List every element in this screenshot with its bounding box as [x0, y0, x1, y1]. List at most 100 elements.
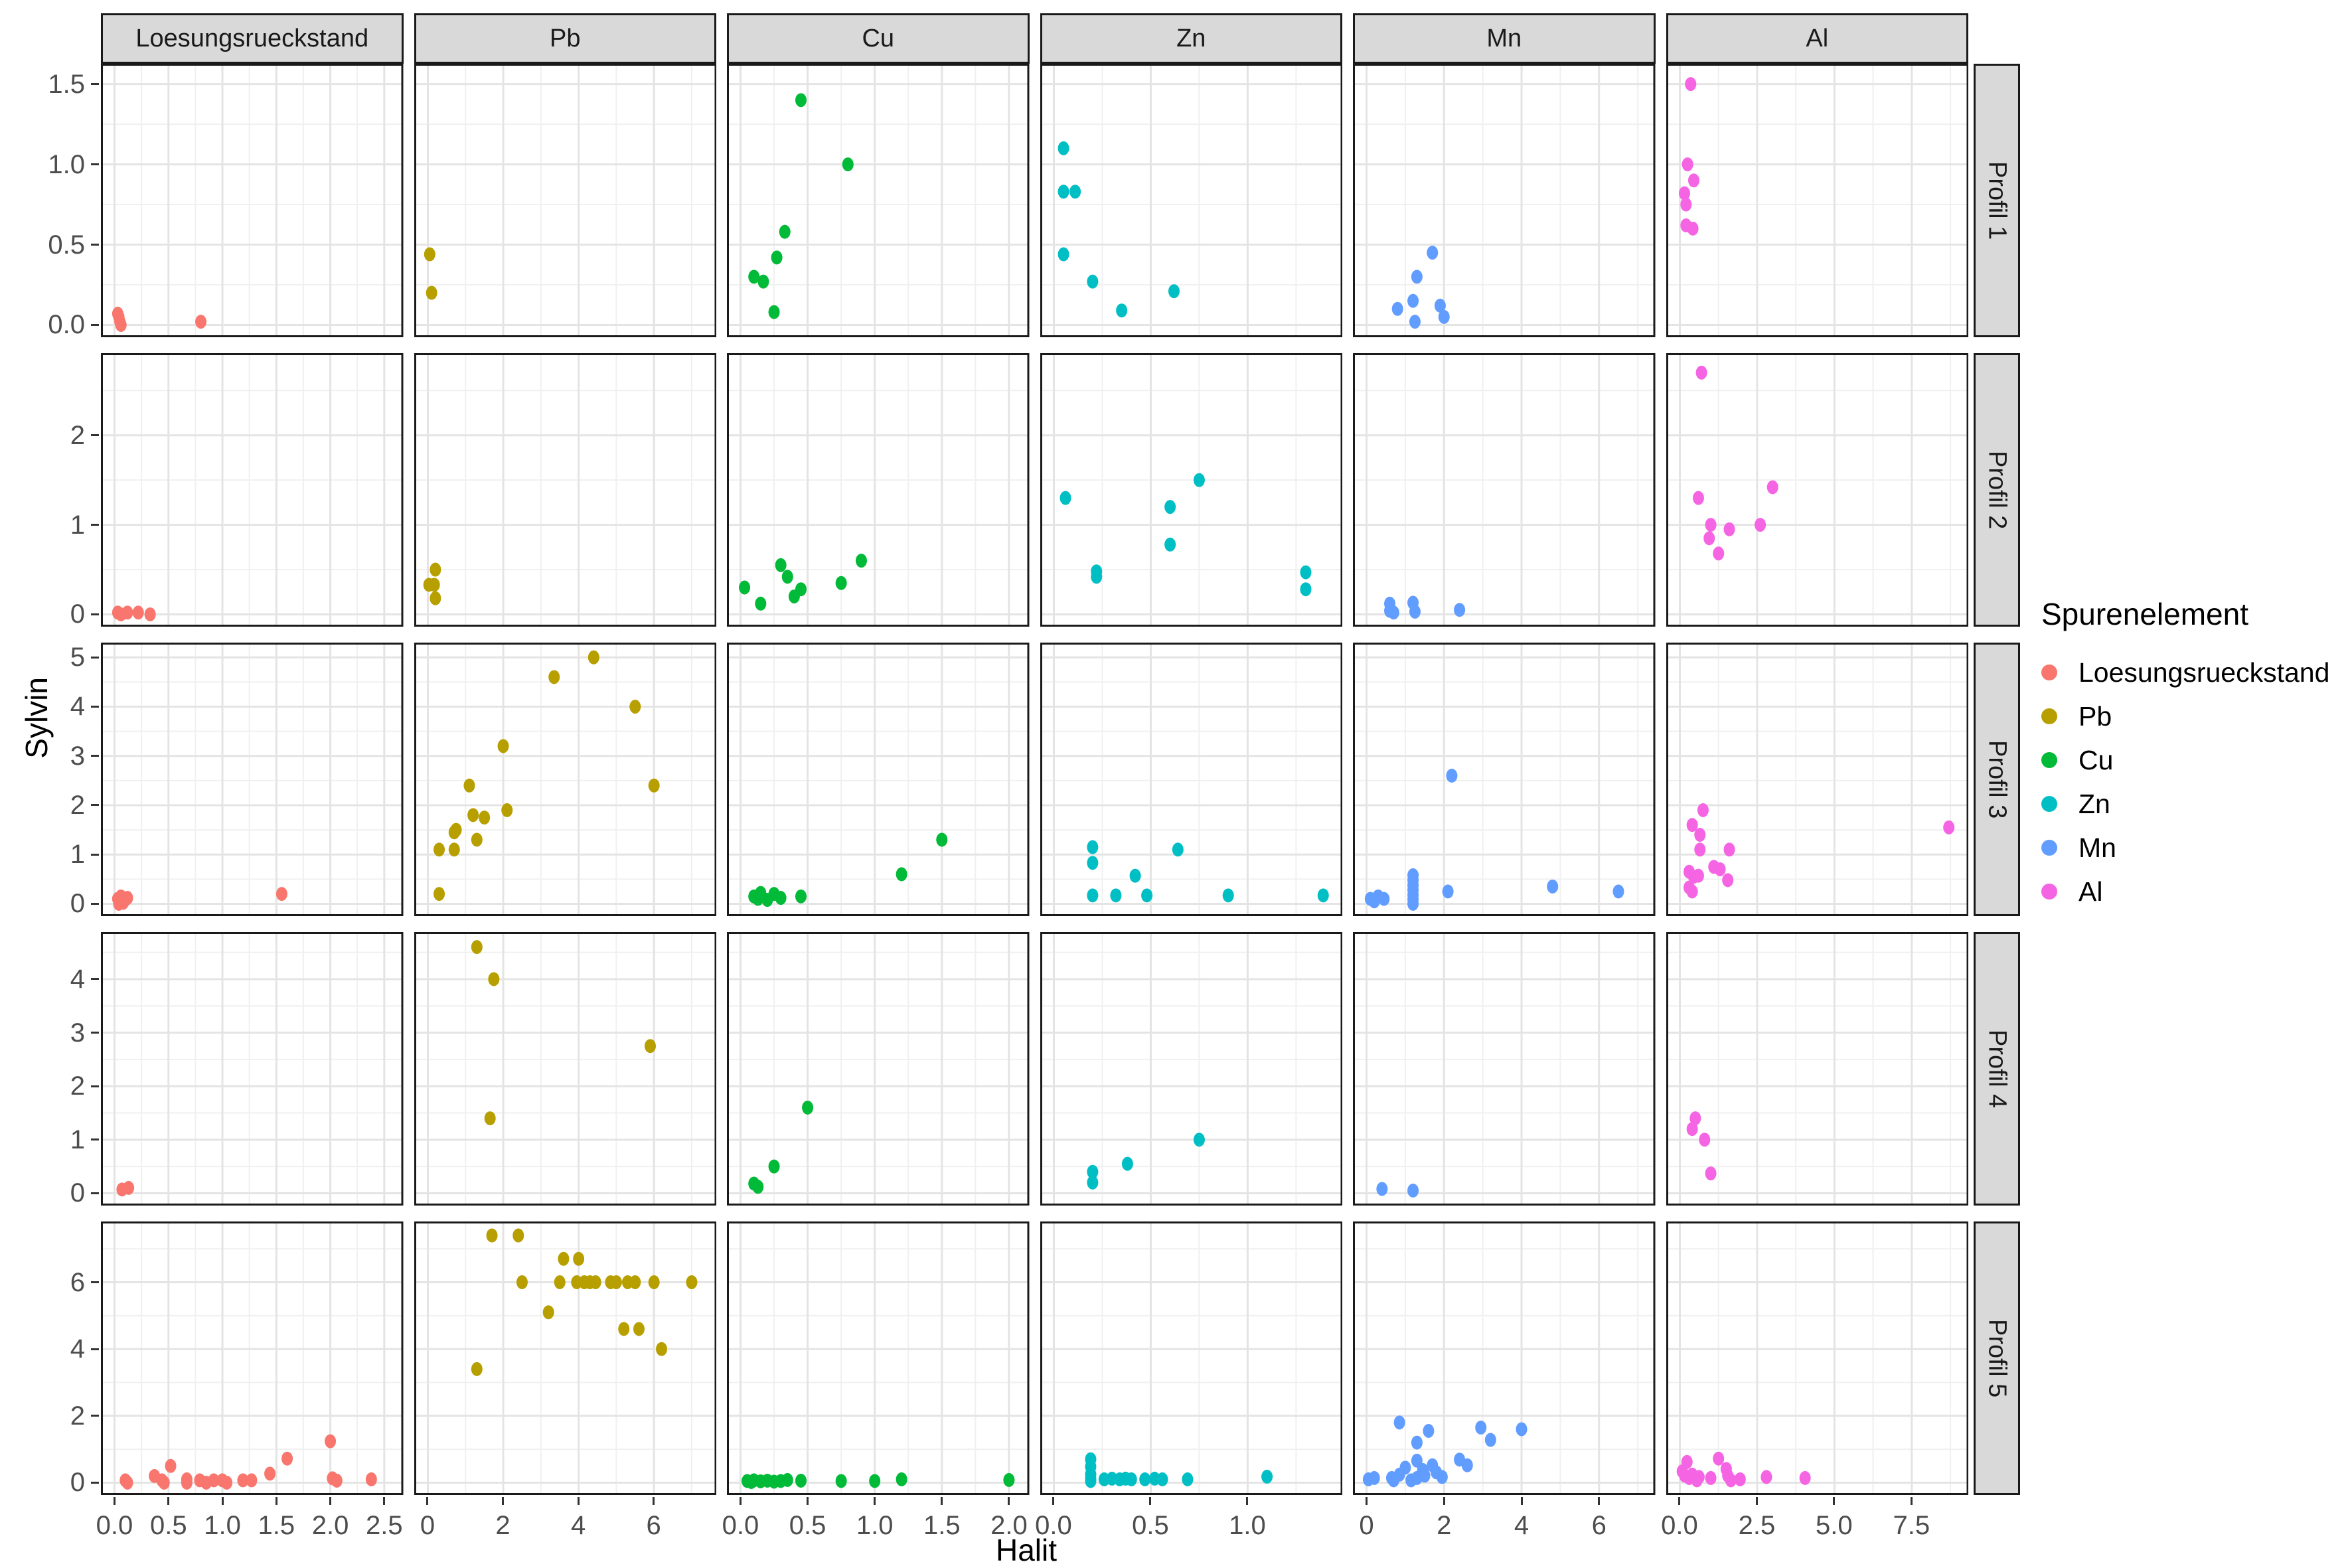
- data-point: [1181, 1472, 1193, 1486]
- y-tick-mark: [91, 1138, 99, 1141]
- data-point: [1734, 1472, 1746, 1486]
- legend-entry-label: Zn: [2078, 788, 2110, 819]
- panel-border: [1040, 64, 1342, 337]
- data-point: [1446, 768, 1458, 783]
- data-point: [1942, 820, 1954, 834]
- data-point: [1723, 842, 1735, 857]
- panel-plot-area: [1666, 353, 1968, 627]
- x-tick-label: 0.5: [1132, 1511, 1169, 1540]
- panel-border: [1353, 932, 1656, 1206]
- facet-column-strip: Zn: [1040, 13, 1342, 64]
- data-point: [1721, 873, 1733, 888]
- data-point: [835, 1474, 847, 1488]
- x-tick-label: 0.5: [149, 1511, 187, 1540]
- data-point: [1436, 1470, 1448, 1484]
- data-point: [557, 1251, 569, 1266]
- data-point: [589, 1275, 601, 1290]
- data-point: [165, 1458, 177, 1473]
- panel-border: [101, 64, 404, 337]
- data-point: [648, 778, 660, 793]
- data-point: [1086, 840, 1098, 854]
- legend-color-dot-icon: [2041, 840, 2057, 856]
- data-point: [1423, 1423, 1435, 1438]
- facet-column-label: Pb: [550, 24, 581, 52]
- data-point: [869, 1474, 881, 1488]
- data-point: [467, 808, 479, 823]
- legend-entry-label: Pb: [2078, 700, 2112, 732]
- data-point: [181, 1475, 193, 1490]
- facet-panel: [1666, 353, 1968, 627]
- data-point: [1090, 570, 1102, 584]
- scatter-points: [1384, 595, 1466, 620]
- data-point: [1461, 1458, 1473, 1472]
- data-point: [1115, 303, 1127, 318]
- data-point: [748, 270, 760, 284]
- x-tick-label: 1.5: [258, 1511, 295, 1540]
- panel-border: [414, 353, 716, 627]
- facet-column-strip: Cu: [727, 13, 1030, 64]
- y-tick-mark: [91, 755, 99, 757]
- y-tick-label: 0: [70, 1468, 85, 1498]
- data-point: [1714, 862, 1726, 876]
- data-point: [1058, 185, 1069, 199]
- y-tick-label: 6: [70, 1267, 85, 1297]
- facet-panel: [1666, 643, 1968, 916]
- data-point: [471, 1362, 483, 1376]
- y-tick-label: 0.0: [48, 310, 85, 340]
- facet-panel: [1040, 643, 1342, 916]
- y-tick-label: 2: [70, 420, 85, 450]
- data-point: [1391, 301, 1403, 316]
- y-tick-label: 0: [70, 1178, 85, 1208]
- legend-entry-label: Loesungsrueckstand: [2078, 657, 2330, 688]
- data-point: [281, 1451, 293, 1466]
- data-point: [1612, 884, 1624, 899]
- data-point: [548, 670, 560, 684]
- data-point: [1164, 500, 1176, 514]
- x-tick-mark: [221, 1497, 224, 1505]
- y-tick-label: 5: [70, 643, 85, 672]
- data-point: [448, 825, 460, 840]
- x-tick-mark: [113, 1497, 116, 1505]
- data-point: [1407, 1183, 1419, 1198]
- x-tick-label: 5.0: [1816, 1511, 1853, 1540]
- data-point: [1680, 197, 1691, 212]
- data-point: [512, 1228, 524, 1243]
- panel-plot-area: [727, 1221, 1030, 1495]
- data-point: [1442, 884, 1454, 899]
- data-point: [275, 887, 287, 902]
- data-point: [1121, 1156, 1133, 1171]
- y-tick-mark: [91, 705, 99, 708]
- x-tick-mark: [1678, 1497, 1681, 1505]
- legend-entry: Loesungsrueckstand: [2041, 651, 2329, 694]
- legend-color-dot-icon: [2041, 708, 2057, 724]
- y-tick-label: 1: [70, 840, 85, 870]
- data-point: [144, 607, 156, 621]
- data-point: [1084, 1474, 1096, 1488]
- data-point: [835, 576, 847, 590]
- x-tick-label: 2.0: [990, 1511, 1028, 1540]
- scatter-points: [1059, 473, 1311, 597]
- data-point: [1678, 186, 1690, 200]
- data-point: [795, 889, 807, 903]
- legend-color-dot-icon: [2041, 752, 2057, 768]
- facet-row-label: Profil 3: [1983, 740, 2011, 819]
- y-tick-mark: [91, 244, 99, 246]
- data-point: [1697, 803, 1709, 817]
- scatter-points: [1084, 1452, 1273, 1488]
- panel-plot-area: [1040, 643, 1342, 916]
- data-point: [1686, 1122, 1698, 1137]
- panel-plot-area: [1666, 64, 1968, 337]
- y-tick-label: 0: [70, 889, 85, 919]
- data-point: [158, 1475, 170, 1490]
- data-point: [648, 1275, 660, 1290]
- x-tick-mark: [1755, 1497, 1758, 1505]
- data-point: [331, 1473, 343, 1488]
- data-point: [1193, 473, 1205, 487]
- data-point: [1684, 77, 1696, 92]
- legend-title: Spurenelement: [2041, 597, 2248, 631]
- scatter-points: [119, 1434, 377, 1490]
- data-point: [1405, 1473, 1417, 1488]
- panel-border: [1666, 353, 1968, 627]
- facet-panel: [101, 932, 404, 1206]
- panel-plot-area: [727, 643, 1030, 916]
